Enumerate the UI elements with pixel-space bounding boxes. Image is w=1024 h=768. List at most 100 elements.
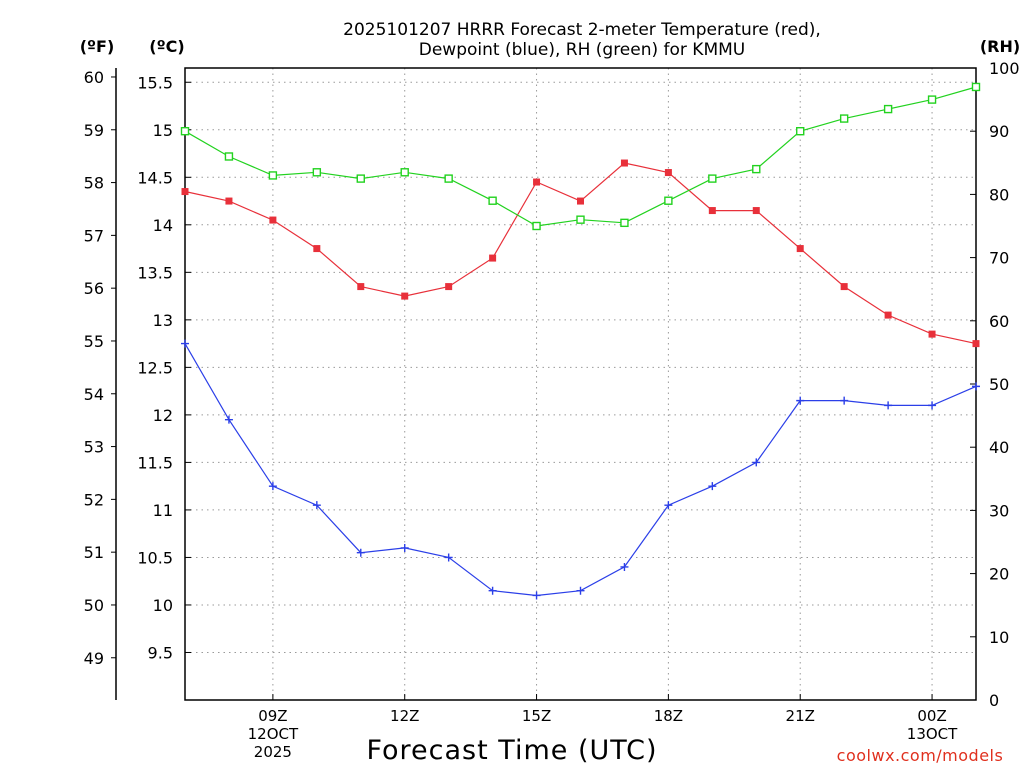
x-axis-label: Forecast Time (UTC) xyxy=(366,735,657,766)
time-tick-label: 12OCT xyxy=(248,725,299,743)
celsius-tick-label: 11 xyxy=(153,501,173,520)
green-data-point xyxy=(268,171,278,180)
green-data-point xyxy=(224,152,234,161)
fahrenheit-tick-label: 60 xyxy=(84,68,104,87)
red-data-point xyxy=(313,245,321,253)
green-data-point xyxy=(180,126,190,136)
red-data-point xyxy=(840,283,848,291)
fahrenheit-tick-label: 56 xyxy=(84,279,104,298)
chart-title-line-1: 2025101207 HRRR Forecast 2-meter Tempera… xyxy=(343,20,821,40)
green-data-point xyxy=(532,221,541,231)
rh-tick-label: 100 xyxy=(989,59,1020,78)
blue-data-point xyxy=(576,586,585,595)
green-data-point xyxy=(971,82,981,92)
red-data-point xyxy=(928,330,936,338)
fahrenheit-tick-label: 58 xyxy=(84,174,104,193)
rh-tick-label: 40 xyxy=(989,438,1009,457)
time-tick-label: 12Z xyxy=(390,707,419,725)
red-data-point xyxy=(577,197,584,205)
red-data-point xyxy=(401,292,409,300)
blue-data-point xyxy=(268,482,277,491)
celsius-tick-label: 10 xyxy=(153,596,173,615)
green-data-point xyxy=(664,196,673,205)
celsius-tick-label: 13 xyxy=(153,311,173,330)
green-data-point xyxy=(444,174,453,183)
fahrenheit-tick-label: 51 xyxy=(84,543,104,562)
green-data-point xyxy=(400,168,409,177)
green-series-line xyxy=(184,86,977,227)
fahrenheit-tick-label: 59 xyxy=(84,121,104,140)
celsius-tick-label: 11.5 xyxy=(137,453,173,472)
grid-lines xyxy=(185,68,976,700)
green-data-point xyxy=(883,104,893,114)
celsius-tick-label: 15 xyxy=(153,121,173,140)
red-data-point xyxy=(620,159,628,167)
blue-data-point xyxy=(444,553,453,562)
fahrenheit-tick-label: 54 xyxy=(84,385,104,404)
time-tick-label: 21Z xyxy=(786,707,815,725)
green-data-point xyxy=(708,174,717,183)
green-data-point xyxy=(356,174,365,183)
time-tick-label: 2025 xyxy=(254,743,292,761)
celsius-tick-label: 9.5 xyxy=(148,643,173,662)
blue-data-point xyxy=(400,543,409,552)
red-data-point xyxy=(884,311,892,319)
green-data-point xyxy=(488,196,497,205)
red-data-point xyxy=(489,254,497,262)
red-data-point xyxy=(181,188,189,196)
green-data-point xyxy=(576,215,585,224)
rh-tick-label: 60 xyxy=(989,312,1009,331)
red-data-point xyxy=(972,340,980,348)
celsius-tick-label: 10.5 xyxy=(137,548,173,567)
blue-data-point xyxy=(840,396,849,405)
blue-data-point xyxy=(752,458,761,467)
celsius-tick-label: 12.5 xyxy=(137,358,173,377)
time-tick-label: 09Z xyxy=(258,707,287,725)
fahrenheit-tick-label: 49 xyxy=(84,649,104,668)
data-series xyxy=(180,82,981,600)
rh-tick-label: 80 xyxy=(989,185,1009,204)
red-data-point xyxy=(225,197,233,205)
red-data-point xyxy=(664,169,672,177)
green-data-point xyxy=(312,168,322,177)
blue-data-point xyxy=(664,501,673,510)
blue-data-point xyxy=(488,586,497,595)
celsius-tick-label: 15.5 xyxy=(137,73,173,92)
blue-data-point xyxy=(796,396,805,405)
blue-data-point xyxy=(356,548,365,557)
red-data-point xyxy=(533,178,541,186)
green-data-point xyxy=(752,164,761,174)
green-data-point xyxy=(796,126,805,136)
blue-data-point xyxy=(884,401,893,410)
green-data-point xyxy=(620,218,629,228)
fahrenheit-tick-label: 57 xyxy=(84,226,104,245)
celsius-unit-label: (ºC) xyxy=(149,37,184,56)
red-data-point xyxy=(357,283,365,291)
fahrenheit-tick-label: 50 xyxy=(84,596,104,615)
green-data-point xyxy=(839,114,849,123)
fahrenheit-tick-label: 52 xyxy=(84,490,104,509)
chart-title-line-2: Dewpoint (blue), RH (green) for KMMU xyxy=(419,40,746,60)
red-data-point xyxy=(796,245,804,253)
rh-tick-label: 0 xyxy=(989,691,999,710)
rh-tick-label: 10 xyxy=(989,628,1009,647)
y-axis-ticks: 9.5 10 10.5 11 11.5 12 12.5 13 13.5 14 14.5 15 15.5 4… xyxy=(84,59,1020,710)
celsius-tick-label: 13.5 xyxy=(137,263,173,282)
blue-data-point xyxy=(532,591,541,600)
rh-unit-label: (RH) xyxy=(980,37,1020,56)
red-series-line xyxy=(184,162,977,345)
red-data-point xyxy=(269,216,277,224)
celsius-tick-label: 14 xyxy=(153,216,173,235)
blue-data-point xyxy=(972,382,980,391)
rh-tick-label: 30 xyxy=(989,501,1009,520)
blue-data-point xyxy=(620,562,629,571)
time-tick-label: 18Z xyxy=(654,707,683,725)
fahrenheit-unit-label: (ºF) xyxy=(80,37,115,56)
fahrenheit-tick-label: 55 xyxy=(84,332,104,351)
red-data-point xyxy=(752,207,760,215)
rh-tick-label: 50 xyxy=(989,375,1009,394)
blue-data-point xyxy=(181,339,189,348)
rh-tick-label: 20 xyxy=(989,565,1009,584)
